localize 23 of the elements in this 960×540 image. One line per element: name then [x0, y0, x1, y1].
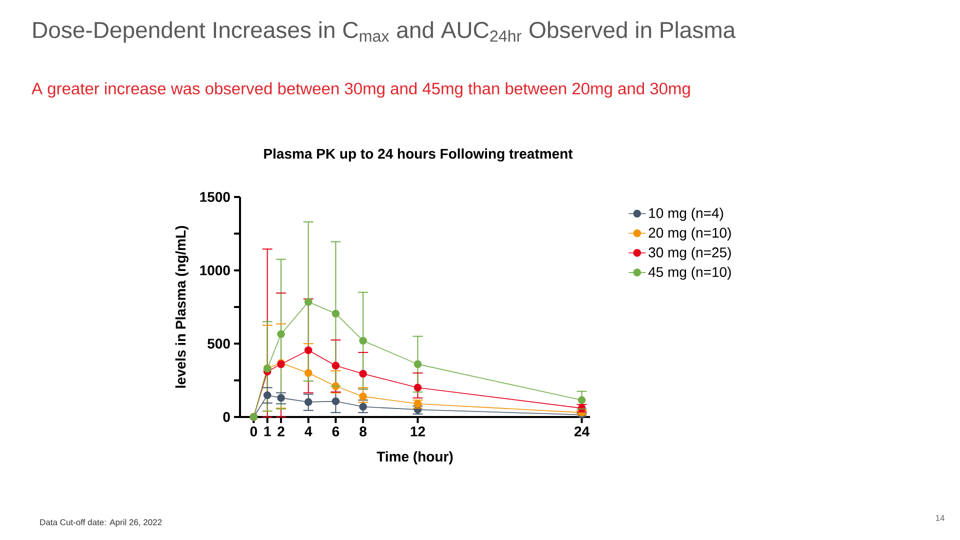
- text: Data Cut-off date: April 26, 2022: [40, 519, 162, 527]
- legend-label: 20 mg (n=10): [648, 227, 731, 240]
- chart-subtitle: A greater increase was observed between 30mg and 45mg than between 20mg and 30mg: [32, 82, 690, 98]
- x-tick-label: 4: [304, 426, 312, 436]
- x-tick-label: 2: [278, 426, 284, 436]
- y-tick-label: 1500: [200, 192, 230, 202]
- y-tick-label: 0: [223, 412, 230, 422]
- y-tick-label: 500: [208, 338, 230, 349]
- text: Plasma PK up to 24 hours Following treatment: [264, 148, 573, 162]
- x-tick-label: 12: [410, 426, 425, 436]
- x-tick-label: 1: [264, 426, 271, 436]
- x-tick-label: 8: [360, 426, 367, 436]
- x-tick-label: 6: [332, 426, 340, 436]
- text: 14: [936, 515, 944, 521]
- legend-label: 30 mg (n=25): [648, 247, 731, 260]
- y-tick-label: 1000: [200, 265, 230, 276]
- x-tick-label: 0: [250, 426, 258, 436]
- legend-label: 45 mg (n=10): [648, 266, 731, 280]
- legend-label: 10 mg (n=4): [649, 208, 724, 221]
- y-axis-title: levels in Plasma (ng/mL): [175, 226, 188, 388]
- chart-title: Dose-Dependent Increases in C$_{max}$ and AUC$_{24hr}$ Observed in Plasma: [33, 21, 736, 43]
- x-tick-label: 24: [574, 426, 590, 436]
- x-axis-title: Time (hour): [376, 451, 453, 464]
